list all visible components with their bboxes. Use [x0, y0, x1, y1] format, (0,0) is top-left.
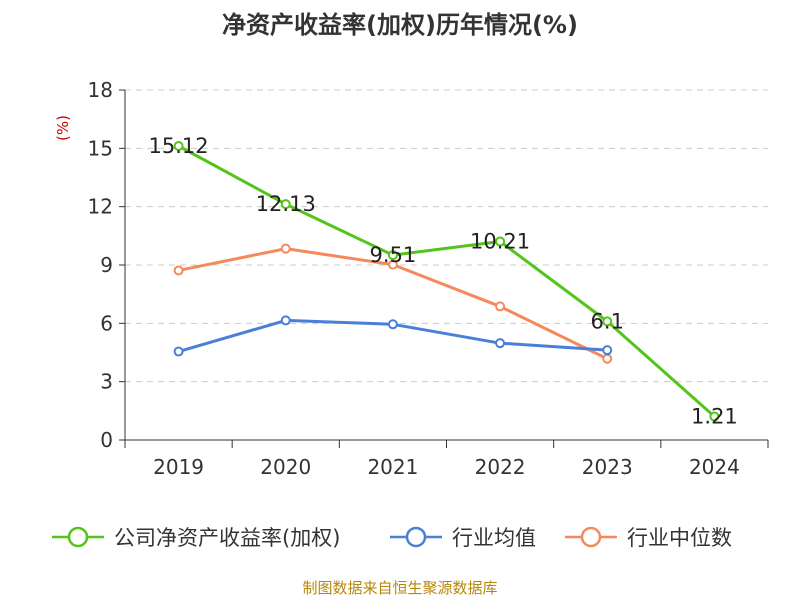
data-point [602, 353, 613, 364]
y-tick-label: 0 [100, 428, 113, 452]
data-point [280, 315, 291, 326]
data-point [173, 141, 184, 151]
data-point [709, 411, 720, 422]
data-point [495, 338, 506, 349]
legend-label: 行业均值 [452, 526, 536, 550]
x-tick-label: 2021 [367, 455, 418, 479]
y-tick-label: 18 [88, 78, 113, 102]
data-point [495, 236, 506, 247]
data-label: 15.12 [149, 134, 209, 158]
data-label: 6.1 [591, 309, 624, 333]
y-tick-label: 3 [100, 370, 113, 394]
data-source-note: 制图数据来自恒生聚源数据库 [302, 579, 497, 597]
x-tick-label: 2024 [689, 455, 740, 479]
legend-marker [405, 526, 427, 548]
y-axis-unit: (%) [54, 115, 72, 141]
x-tick-label: 2020 [260, 455, 311, 479]
legend-label: 公司净资产收益率(加权) [114, 526, 340, 550]
legend-label: 行业中位数 [627, 526, 732, 550]
grid-lines [125, 89, 768, 383]
x-tick-label: 2023 [582, 455, 633, 479]
x-tick-label: 2022 [475, 455, 526, 479]
data-point [602, 345, 613, 356]
data-point [387, 259, 398, 270]
legend-marker [580, 526, 602, 548]
data-point [280, 199, 291, 210]
x-tick-label: 2019 [153, 455, 204, 479]
data-point [173, 265, 184, 276]
series-lines [173, 141, 720, 422]
legend-marker [67, 526, 89, 548]
y-tick-label: 12 [88, 195, 113, 219]
axes: 0 3 6 9 12 15 18 2019 2020 2021 2022 2023 2024 [88, 78, 769, 479]
data-label: 10.21 [470, 229, 530, 253]
data-label: 1.21 [691, 404, 738, 428]
data-point [387, 319, 398, 330]
data-labels: 15.12 12.13 9.51 10.21 6.1 1.21 [149, 134, 738, 428]
y-tick-label: 6 [100, 311, 113, 335]
data-label: 9.51 [370, 243, 417, 267]
data-label: 12.13 [256, 192, 316, 216]
legend-item[interactable]: 公司净资产收益率(加权) [52, 526, 340, 550]
data-point [387, 250, 398, 261]
y-tick-label: 9 [100, 253, 113, 277]
data-point [173, 346, 184, 357]
series-line-0 [177, 144, 716, 418]
chart-title: 净资产收益率(加权)历年情况(%) [222, 11, 578, 39]
y-tick-label: 15 [88, 136, 113, 160]
data-point [495, 301, 506, 312]
data-point [602, 316, 613, 327]
data-point [280, 243, 291, 254]
legend: 公司净资产收益率(加权) 行业均值 行业中位数 [52, 526, 732, 550]
legend-item[interactable]: 行业均值 [390, 526, 536, 550]
legend-item[interactable]: 行业中位数 [565, 526, 732, 550]
